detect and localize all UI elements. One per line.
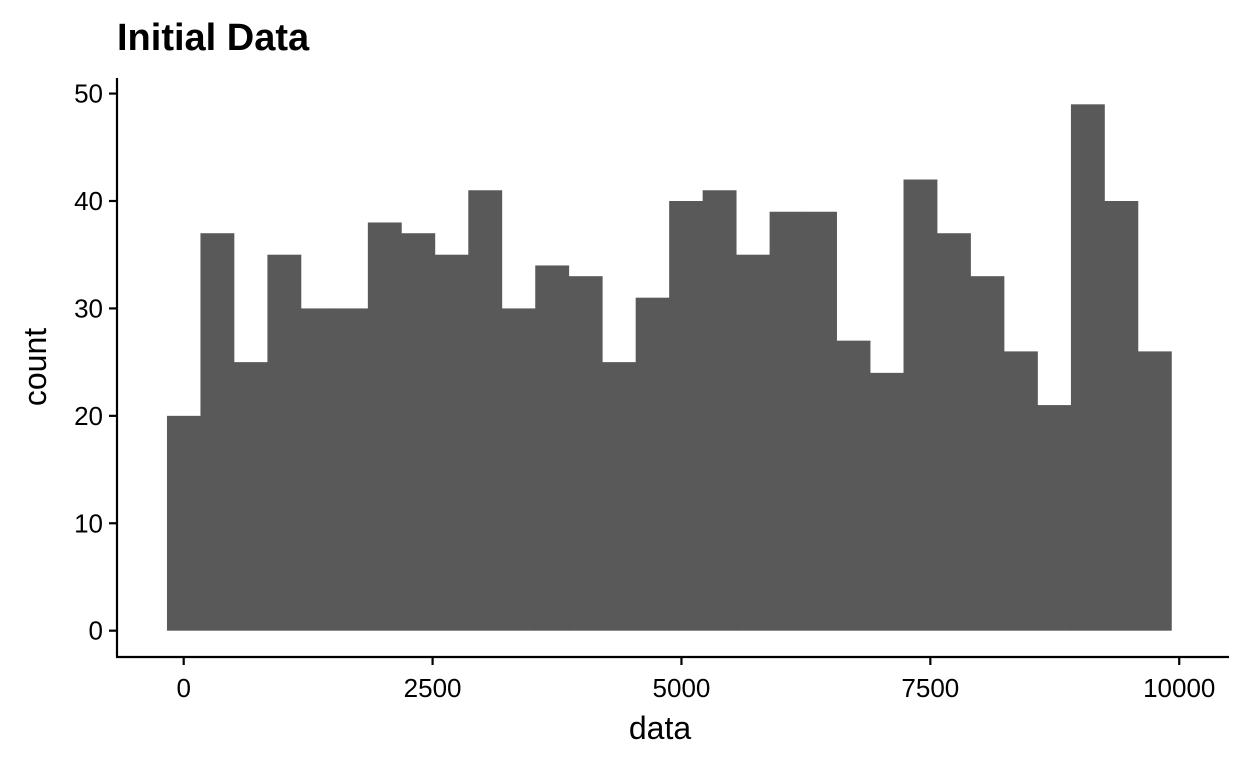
histogram-bar <box>970 276 1005 631</box>
y-tick-label: 50 <box>74 79 103 109</box>
histogram-bar <box>568 276 603 631</box>
histogram-bar <box>367 222 402 631</box>
histogram-bar <box>736 254 771 631</box>
histogram-bar <box>1137 351 1172 631</box>
histogram-bar <box>803 211 837 631</box>
histogram-bar <box>166 415 201 631</box>
histogram-bar <box>1070 104 1105 631</box>
histogram-bar <box>267 254 302 631</box>
histogram-bar <box>669 200 704 631</box>
histogram-bar <box>434 254 469 631</box>
histogram-bar <box>501 308 536 631</box>
y-axis-title: count <box>17 328 53 406</box>
x-axis-title: data <box>629 710 691 746</box>
histogram-bar <box>903 179 938 631</box>
x-tick-label: 7500 <box>901 673 959 703</box>
histogram-bar <box>769 211 804 631</box>
y-axis-ticks: 0 10 20 30 40 50 <box>74 79 117 646</box>
histogram-bar <box>635 297 670 631</box>
chart-title: Initial Data <box>117 17 310 59</box>
histogram-bar <box>535 265 570 631</box>
y-tick-label: 10 <box>74 508 103 538</box>
y-tick-label: 40 <box>74 186 103 216</box>
histogram-bar <box>602 362 637 631</box>
histogram-bar <box>1003 351 1038 631</box>
histogram-bars <box>166 104 1172 631</box>
x-tick-label: 5000 <box>653 673 711 703</box>
histogram-bar <box>401 233 436 631</box>
histogram-bar <box>200 233 235 631</box>
histogram-bar <box>1104 200 1139 631</box>
histogram-bar <box>937 233 971 631</box>
y-tick-label: 0 <box>89 616 103 646</box>
x-tick-label: 2500 <box>404 673 462 703</box>
x-axis-ticks: 0 2500 5000 7500 10000 <box>176 657 1215 703</box>
histogram-bar <box>836 340 871 631</box>
histogram-bar <box>870 372 904 631</box>
histogram-bar <box>1037 405 1072 631</box>
y-tick-label: 20 <box>74 401 103 431</box>
histogram-bar <box>300 308 335 631</box>
x-tick-label: 0 <box>176 673 190 703</box>
x-tick-label: 10000 <box>1143 673 1215 703</box>
histogram-bar <box>702 190 737 631</box>
y-tick-label: 30 <box>74 293 103 323</box>
histogram-bar <box>468 190 503 631</box>
histogram-bar <box>233 362 268 631</box>
histogram-bar <box>334 308 369 631</box>
